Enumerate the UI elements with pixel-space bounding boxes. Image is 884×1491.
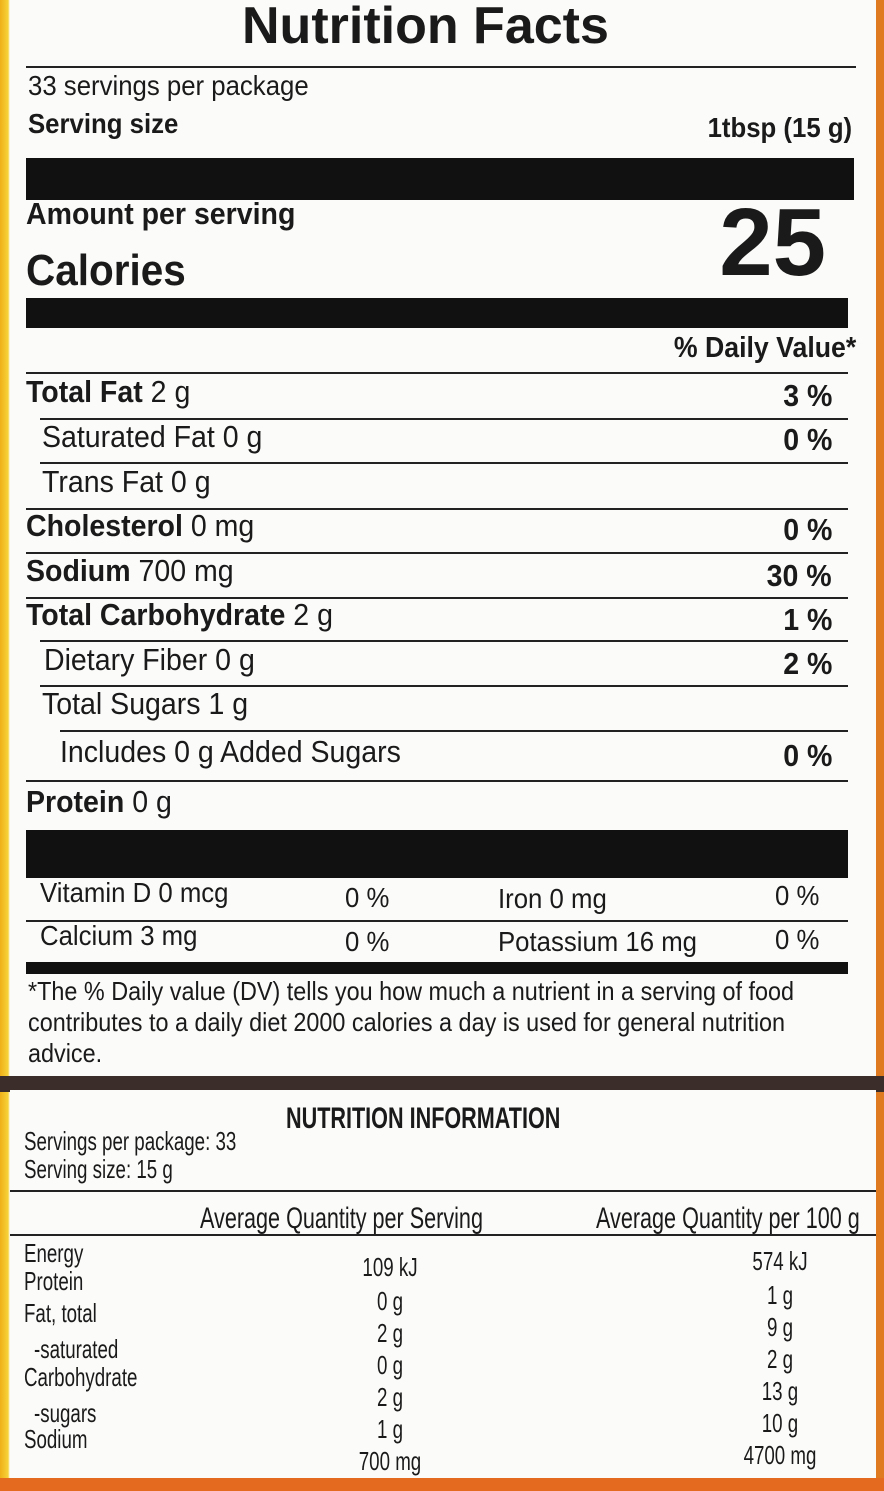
package-edge xyxy=(0,1478,884,1491)
divider-bar xyxy=(26,158,854,200)
info-title: NUTRITION INFORMATION xyxy=(286,1102,561,1135)
info-servings: Servings per package: 33 xyxy=(24,1126,237,1156)
amount-per-serving: Amount per serving xyxy=(26,196,296,231)
serving-size-label: Serving size xyxy=(28,108,179,139)
servings-per-package: 33 servings per package xyxy=(28,70,309,101)
divider-bar xyxy=(26,962,848,974)
info-serving-size: Serving size: 15 g xyxy=(24,1154,173,1184)
serving-size-value: 1tbsp (15 g) xyxy=(707,112,852,143)
panel-separator xyxy=(0,1076,884,1092)
divider-bar xyxy=(26,298,848,328)
footnote: *The % Daily value (DV) tells you how mu… xyxy=(28,976,795,1068)
divider-bar xyxy=(26,830,848,878)
nutrition-facts-panel: Nutrition Facts 33 servings per package … xyxy=(10,0,876,1078)
nutrition-information-panel: NUTRITION INFORMATION Servings per packa… xyxy=(10,1090,876,1480)
col-per-100g: Average Quantity per 100 g xyxy=(596,1202,860,1235)
calories-value: 25 xyxy=(719,189,826,296)
daily-value-header: % Daily Value* xyxy=(673,332,856,364)
calories-label: Calories xyxy=(26,246,186,295)
col-per-serving: Average Quantity per Serving xyxy=(200,1202,483,1235)
facts-title: Nutrition Facts xyxy=(242,0,609,55)
